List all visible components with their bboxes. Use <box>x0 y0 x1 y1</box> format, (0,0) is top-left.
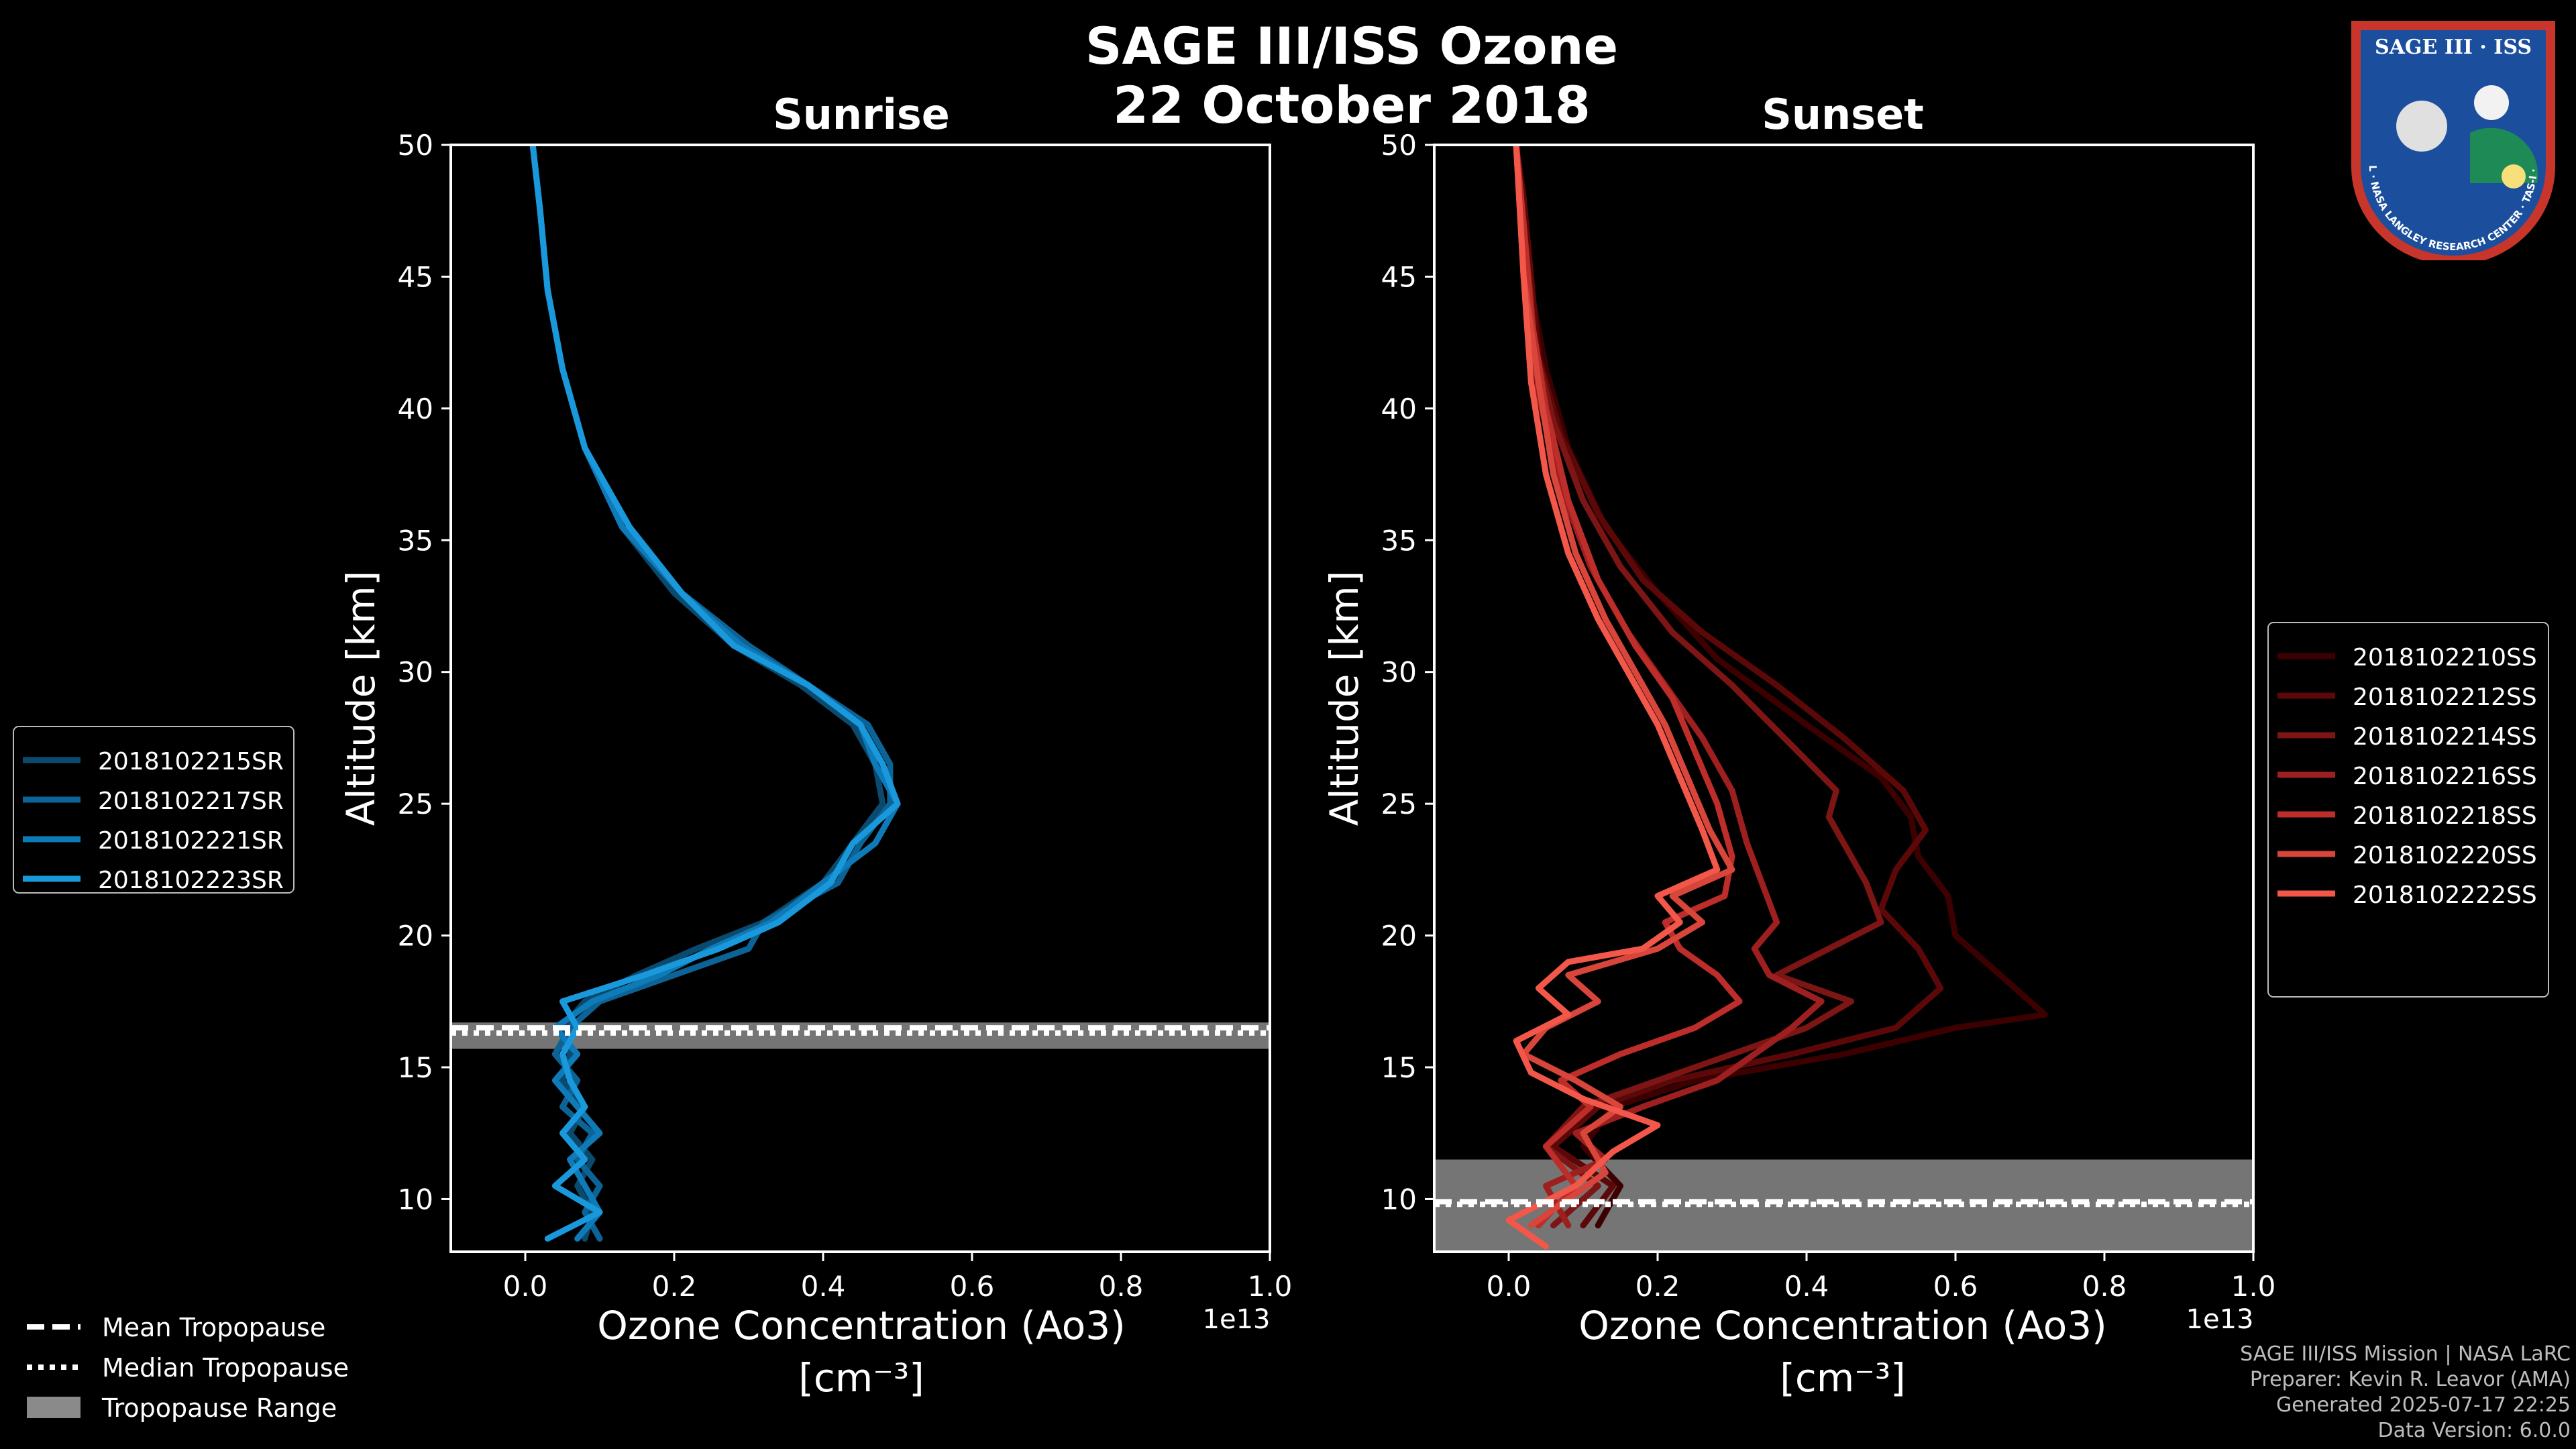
sunrise-offset-label: 1e13 <box>1203 1304 1271 1335</box>
sunrise-y-tick-label: 45 <box>398 260 433 293</box>
sunset-legend-label: 2018102222SS <box>2353 881 2537 909</box>
logo-sun <box>2502 164 2526 189</box>
sunrise-y-label: Altitude [km] <box>338 571 384 826</box>
sunrise-y-tick-label: 30 <box>398 656 433 689</box>
sunset-y-tick-label: 40 <box>1381 392 1417 425</box>
footer-credits: SAGE III/ISS Mission | NASA LaRC Prepare… <box>2240 1342 2571 1444</box>
sunrise-legend-label: 2018102215SR <box>98 748 284 775</box>
sunrise-legend-label: 2018102217SR <box>98 788 284 815</box>
sunset-y-tick-label: 35 <box>1381 524 1417 557</box>
sunset-x-ticks: 0.0 0.2 0.4 0.6 0.8 1.0 <box>1487 1252 2276 1303</box>
sunrise-x-tick-label: 1.0 <box>1248 1270 1293 1303</box>
sunset-y-tick-label: 15 <box>1381 1051 1417 1084</box>
sunset-y-label: Altitude [km] <box>1322 571 1367 826</box>
mean-tropopause-label: Mean Tropopause <box>102 1313 325 1342</box>
logo-moon <box>2474 85 2509 120</box>
logo-astronomer <box>2396 101 2447 152</box>
sunrise-panel: Sunrise 0.0 0.2 0.4 0.6 0.8 1.0 10 15 20 25 30 35 4… <box>338 90 1292 1401</box>
tropopause-legend: Mean Tropopause Median Tropopause Tropop… <box>27 1313 349 1423</box>
sunrise-y-tick-label: 40 <box>398 392 433 425</box>
sunset-profile-2018102218SS <box>1513 145 1743 1229</box>
sunrise-x-tick-label: 0.6 <box>950 1270 995 1303</box>
sunrise-legend-label: 2018102221SR <box>98 827 284 855</box>
sunset-y-tick-label: 30 <box>1381 656 1417 689</box>
sage-iii-iss-mission-logo: SAGE III · ISS BALL · NASA LANGLEY RESEA… <box>2343 12 2555 260</box>
sunset-y-ticks: 10 15 20 25 30 35 40 45 50 <box>1381 129 1434 1216</box>
sunrise-x-tick-label: 0.0 <box>503 1270 548 1303</box>
sunset-y-tick-label: 45 <box>1381 260 1417 293</box>
sunrise-x-tick-label: 0.2 <box>652 1270 697 1303</box>
tropopause-range-swatch <box>27 1397 80 1418</box>
sunset-plot-area <box>1434 145 2253 1252</box>
sunset-legend-label: 2018102218SS <box>2353 802 2537 830</box>
sunrise-y-tick-label: 20 <box>398 920 433 953</box>
footer-generated: Generated 2025-07-17 22:25 <box>2275 1393 2571 1417</box>
sunset-legend-label: 2018102220SS <box>2353 842 2537 869</box>
sunset-y-tick-label: 25 <box>1381 788 1417 820</box>
sunset-profile-2018102210SS <box>1513 145 2048 1229</box>
sunset-x-tick-label: 0.8 <box>2082 1270 2127 1303</box>
sunset-x-tick-label: 1.0 <box>2231 1270 2276 1303</box>
sunrise-profile-2018102223SR <box>529 145 901 1242</box>
sunset-title: Sunset <box>1762 90 1924 139</box>
sunrise-y-tick-label: 25 <box>398 788 433 820</box>
sunrise-y-ticks: 10 15 20 25 30 35 40 45 50 <box>398 129 451 1216</box>
footer-mission: SAGE III/ISS Mission | NASA LaRC <box>2240 1342 2571 1366</box>
sunset-y-tick-label: 10 <box>1381 1183 1417 1216</box>
sunrise-legend: 2018102215SR 2018102217SR 2018102221SR 2018… <box>13 726 294 894</box>
sunset-axes-frame <box>1433 144 2255 1253</box>
sunrise-title: Sunrise <box>773 90 950 139</box>
sunset-x-tick-label: 0.0 <box>1487 1270 1532 1303</box>
sunset-x-unit: [cm⁻³] <box>1780 1355 1906 1401</box>
sunrise-x-unit: [cm⁻³] <box>798 1355 924 1401</box>
sunrise-x-tick-label: 0.8 <box>1099 1270 1144 1303</box>
sunrise-x-tick-label: 0.4 <box>801 1270 846 1303</box>
footer-version: Data Version: 6.0.0 <box>2377 1419 2571 1442</box>
sunrise-y-tick-label: 15 <box>398 1051 433 1084</box>
sunset-x-tick-label: 0.6 <box>1933 1270 1978 1303</box>
sunset-profile-2018102216SS <box>1513 145 1825 1229</box>
figure-title-line2: 22 October 2018 <box>1113 75 1591 135</box>
sunrise-y-tick-label: 35 <box>398 524 433 557</box>
sunset-x-tick-label: 0.4 <box>1784 1270 1829 1303</box>
sunset-panel: Sunset 0.0 0.2 0.4 0.6 0.8 1.0 10 15 20 25 30 35 40… <box>1322 90 2275 1401</box>
sunset-legend: 2018102210SS 2018102212SS 2018102214SS 2018… <box>2267 622 2549 998</box>
sunset-y-tick-label: 50 <box>1381 129 1417 162</box>
median-tropopause-label: Median Tropopause <box>102 1353 349 1383</box>
sunset-profile-2018102212SS <box>1513 145 1944 1229</box>
sunset-profile-2018102214SS <box>1513 145 1884 1229</box>
sunset-legend-label: 2018102210SS <box>2353 644 2537 672</box>
figure-title-line1: SAGE III/ISS Ozone <box>1085 16 1618 76</box>
sunset-x-label: Ozone Concentration (Ao3) <box>1578 1303 2107 1348</box>
sunset-legend-frame <box>2267 622 2549 998</box>
sunrise-x-ticks: 0.0 0.2 0.4 0.6 0.8 1.0 <box>503 1252 1293 1303</box>
sunrise-axes-frame <box>449 144 1271 1253</box>
footer-preparer: Preparer: Kevin R. Leavor (AMA) <box>2249 1368 2571 1391</box>
sunrise-legend-label: 2018102223SR <box>98 867 284 894</box>
tropopause-range-label: Tropopause Range <box>101 1393 337 1423</box>
sunset-profile-2018102222SS <box>1505 145 1721 1250</box>
sunset-legend-label: 2018102212SS <box>2353 684 2537 711</box>
sunrise-y-tick-label: 50 <box>398 129 433 162</box>
sunset-offset-label: 1e13 <box>2186 1304 2254 1335</box>
sunrise-x-label: Ozone Concentration (Ao3) <box>597 1303 1126 1348</box>
sunrise-legend-frame <box>13 726 294 894</box>
sunset-legend-label: 2018102214SS <box>2353 723 2537 751</box>
sunrise-y-tick-label: 10 <box>398 1183 433 1216</box>
sunset-x-tick-label: 0.2 <box>1635 1270 1680 1303</box>
logo-title: SAGE III · ISS <box>2375 36 2532 59</box>
sunrise-plot-area <box>451 145 1270 1242</box>
logo-shield <box>2351 21 2555 260</box>
sunset-legend-label: 2018102216SS <box>2353 763 2537 790</box>
sunset-y-tick-label: 20 <box>1381 920 1417 953</box>
